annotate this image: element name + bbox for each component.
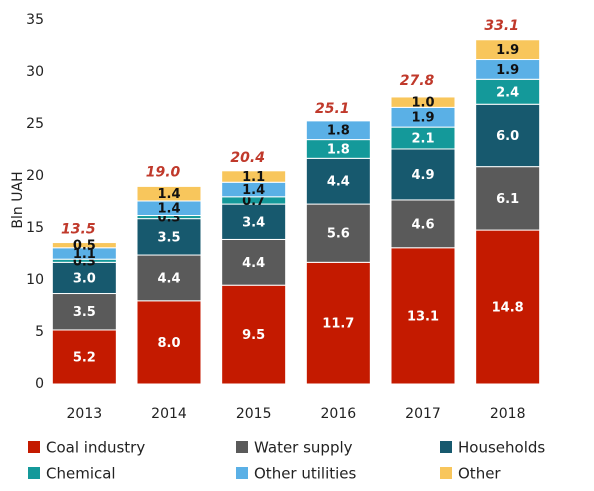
value-label: 1.4: [157, 187, 180, 202]
y-axis-label: Bln UAH: [10, 171, 26, 228]
bar-segment: [136, 300, 202, 385]
y-tick-label: 0: [35, 376, 44, 392]
bar-segment: [305, 203, 371, 263]
y-tick-label: 10: [26, 272, 44, 288]
legend-swatch: [440, 441, 452, 453]
bar-segment: [390, 96, 456, 108]
legend-label: Other: [458, 465, 501, 483]
y-tick-label: 15: [26, 220, 44, 236]
y-tick-label: 20: [26, 168, 44, 184]
bar-segment: [221, 238, 287, 286]
value-label: 0.5: [73, 239, 96, 254]
x-tick-label: 2014: [151, 406, 187, 422]
y-tick-label: 5: [35, 324, 44, 340]
bar-segment: [305, 157, 371, 205]
value-label: 3.4: [242, 215, 265, 230]
value-label: 0.7: [242, 194, 265, 209]
total-label: 27.8: [400, 73, 435, 89]
x-tick-label: 2017: [405, 406, 441, 422]
total-label: 25.1: [315, 101, 350, 117]
bar-segment: [136, 218, 202, 256]
y-tick-label: 25: [26, 116, 44, 132]
legend-swatch: [236, 441, 248, 453]
bar-segment: [51, 293, 117, 331]
legend-swatch: [28, 467, 40, 479]
value-label: 9.5: [242, 328, 265, 343]
legend-swatch: [236, 467, 248, 479]
value-label: 6.0: [496, 129, 519, 144]
legend-swatch: [28, 441, 40, 453]
value-label: 2.4: [496, 85, 519, 100]
value-label: 1.0: [411, 96, 434, 111]
total-label: 33.1: [484, 18, 519, 34]
value-label: 1.8: [327, 124, 350, 139]
bar-segment: [390, 148, 456, 201]
value-label: 2.1: [411, 132, 434, 147]
total-label: 13.5: [61, 222, 96, 238]
x-tick-label: 2015: [236, 406, 272, 422]
bar-segment: [136, 254, 202, 302]
bar-segment: [136, 185, 202, 202]
value-label: 8.0: [157, 336, 180, 351]
value-label: 4.4: [242, 256, 265, 271]
bar-segment: [221, 170, 287, 183]
x-tick-label: 2016: [321, 406, 357, 422]
bar-segment: [475, 39, 541, 61]
value-label: 6.1: [496, 192, 519, 207]
value-label: 5.2: [73, 350, 96, 365]
bar-segment: [475, 166, 541, 231]
y-tick-label: 35: [26, 12, 44, 28]
value-label: 3.5: [157, 230, 180, 245]
value-label: 1.1: [242, 170, 265, 185]
x-tick-label: 2013: [67, 406, 103, 422]
legend-label: Chemical: [46, 465, 116, 483]
value-label: 1.4: [242, 183, 265, 198]
bar-segment: [51, 242, 117, 249]
legend-label: Households: [458, 439, 545, 457]
value-label: 1.4: [157, 202, 180, 217]
bar-segment: [305, 261, 371, 385]
y-tick-label: 30: [26, 64, 44, 80]
value-label: 4.4: [327, 175, 350, 190]
bar-segment: [475, 229, 541, 385]
value-label: 11.7: [322, 317, 354, 332]
value-label: 4.6: [411, 217, 434, 232]
value-label: 14.8: [492, 301, 524, 316]
bar-segment: [51, 329, 117, 385]
legend-label: Other utilities: [254, 465, 357, 483]
value-label: 3.5: [73, 305, 96, 320]
bar-segment: [221, 284, 287, 385]
legend-label: Water supply: [254, 439, 353, 457]
value-label: 1.9: [496, 63, 519, 78]
value-label: 3.0: [73, 271, 96, 286]
bar-segment: [475, 78, 541, 105]
value-label: 1.9: [496, 43, 519, 58]
total-label: 20.4: [230, 150, 265, 166]
value-label: 1.1: [73, 247, 96, 262]
value-label: 1.9: [411, 111, 434, 126]
legend-swatch: [440, 467, 452, 479]
total-label: 19.0: [146, 164, 181, 180]
value-label: 13.1: [407, 309, 439, 324]
bar-segment: [475, 103, 541, 168]
x-tick-label: 2018: [490, 406, 526, 422]
legend-label: Coal industry: [46, 439, 145, 457]
value-label: 4.9: [411, 168, 434, 183]
value-label: 5.6: [327, 227, 350, 242]
value-label: 1.8: [327, 142, 350, 157]
bar-segment: [305, 120, 371, 141]
value-label: 4.4: [157, 271, 180, 286]
